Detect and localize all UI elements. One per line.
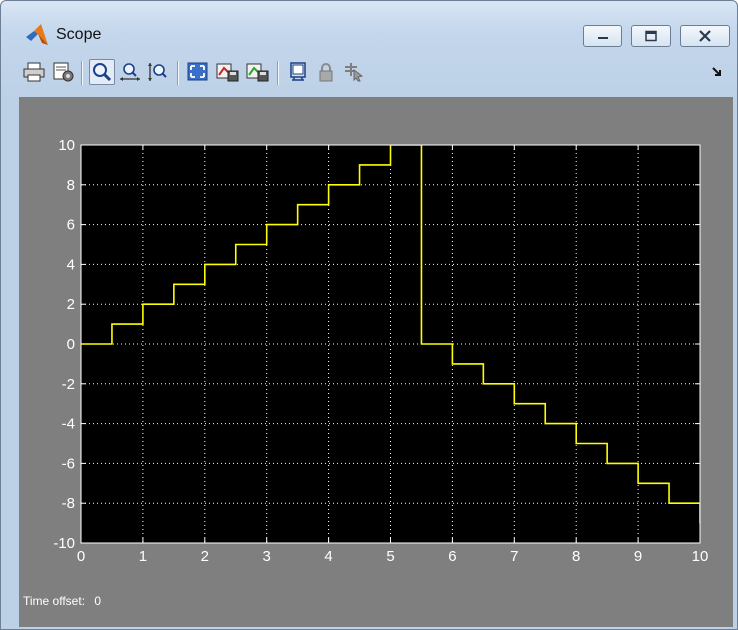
dock-arrow-button[interactable]: [707, 59, 727, 85]
lock-axes-button[interactable]: [313, 59, 339, 85]
print-icon: [23, 62, 45, 82]
y-tick-label: 6: [67, 217, 75, 234]
plot-axes-background: [81, 145, 700, 543]
time-offset-value: 0: [94, 594, 102, 608]
zoom-x-button[interactable]: [117, 59, 143, 85]
window-title: Scope: [56, 26, 102, 43]
time-offset-label: Time offset:: [23, 594, 86, 608]
floating-scope-icon: [290, 62, 306, 81]
y-tick-label: -2: [62, 376, 75, 393]
x-tick-label: 6: [448, 548, 456, 565]
minimize-button[interactable]: [583, 25, 622, 47]
zoom-icon: [93, 63, 112, 82]
save-axes-settings-icon: [216, 63, 239, 82]
parameters-icon: [53, 62, 74, 82]
autoscale-button[interactable]: [185, 59, 211, 85]
toolbar-separator: [81, 61, 83, 85]
restore-axes-settings-icon: [246, 63, 269, 82]
autoscale-icon: [187, 62, 208, 81]
floating-scope-button[interactable]: [285, 59, 311, 85]
title-bar[interactable]: Scope: [1, 1, 737, 51]
dock-arrow-icon: [712, 67, 721, 76]
print-button[interactable]: [21, 59, 47, 85]
maximize-icon: [645, 30, 657, 42]
matlab-logo-icon: [26, 24, 48, 45]
scope-plot[interactable]: 0 1 2 3 4 5 6 7 8 9 10 10 8 6 4 2 0 -2 -4 -6 -8 -10: [19, 97, 733, 591]
zoom-x-icon: [120, 63, 140, 81]
toolbar: [19, 55, 733, 91]
maximize-button[interactable]: [631, 25, 671, 47]
close-button[interactable]: [680, 25, 730, 47]
y-tick-label: 0: [67, 336, 75, 353]
x-tick-label: 7: [510, 548, 518, 565]
y-tick-label: 4: [67, 256, 75, 273]
status-bar: Time offset: 0: [23, 594, 107, 608]
close-icon: [699, 30, 711, 42]
minimize-icon: [597, 37, 608, 39]
zoom-y-icon: [148, 63, 167, 81]
toolbar-separator: [177, 61, 179, 85]
x-tick-label: 0: [77, 548, 85, 565]
y-tick-label: -4: [62, 416, 75, 433]
y-tick-label: -6: [62, 455, 75, 472]
x-tick-label: 9: [634, 548, 642, 565]
parameters-button[interactable]: [51, 59, 77, 85]
x-tick-label: 1: [139, 548, 147, 565]
x-tick-label: 3: [263, 548, 271, 565]
toolbar-separator: [277, 61, 279, 85]
y-tick-label: 2: [67, 296, 75, 313]
y-tick-label: 10: [58, 137, 75, 154]
y-tick-label: -8: [62, 495, 75, 512]
restore-axes-settings-button[interactable]: [245, 59, 271, 85]
figure-area: 0 1 2 3 4 5 6 7 8 9 10 10 8 6 4 2 0 -2 -4 -6 -8 -10 Time offs…: [19, 97, 733, 627]
signal-trace-line: [81, 145, 700, 524]
y-tick-label: 8: [67, 177, 75, 194]
x-tick-label: 2: [201, 548, 209, 565]
zoom-button[interactable]: [89, 59, 115, 85]
y-tick-label: -10: [53, 535, 75, 552]
x-tick-label: 8: [572, 548, 580, 565]
x-tick-label: 5: [386, 548, 394, 565]
lock-axes-icon: [319, 63, 333, 82]
save-axes-settings-button[interactable]: [215, 59, 241, 85]
zoom-y-button[interactable]: [145, 59, 171, 85]
x-tick-label: 10: [692, 548, 709, 565]
x-tick-label: 4: [324, 548, 332, 565]
signal-selection-button[interactable]: [341, 59, 367, 85]
signal-selection-icon: [345, 63, 364, 82]
